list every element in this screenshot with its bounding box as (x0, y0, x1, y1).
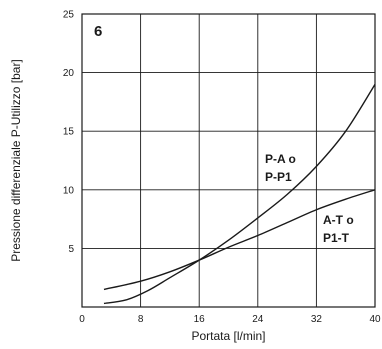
plot-frame (81, 13, 376, 308)
y-axis-label: Pressione differenziale P-Utilizzo [bar] (9, 59, 23, 262)
x-tick-label: 40 (369, 314, 381, 325)
grid (82, 14, 375, 307)
curve-label: A-T o (323, 213, 354, 227)
x-axis-label: Portata [l/min] (191, 329, 265, 343)
curve-labels: P-A o P-P1 A-T o P1-T (265, 152, 354, 245)
y-tick-label: 15 (63, 127, 75, 138)
curve-p-a (103, 83, 376, 305)
curve-label: P1-T (323, 231, 350, 245)
curve-label: P-A o (265, 152, 296, 166)
chart-number: 6 (94, 23, 102, 40)
x-tick-label: 8 (138, 314, 144, 325)
curves (103, 83, 376, 305)
y-tick-label: 10 (63, 185, 75, 196)
y-tick-label: 25 (63, 10, 75, 21)
x-tick-label: 0 (79, 314, 85, 325)
x-tick-label: 32 (311, 314, 323, 325)
curve-label: P-P1 (265, 170, 292, 184)
x-tick-labels: 0 8 16 24 32 40 (79, 314, 381, 325)
y-tick-label: 5 (68, 244, 74, 255)
y-tick-labels: 5 10 15 20 25 (63, 10, 75, 255)
x-tick-label: 16 (194, 314, 206, 325)
x-tick-label: 24 (252, 314, 264, 325)
curve-a-t (103, 189, 376, 291)
y-tick-label: 20 (63, 68, 75, 79)
